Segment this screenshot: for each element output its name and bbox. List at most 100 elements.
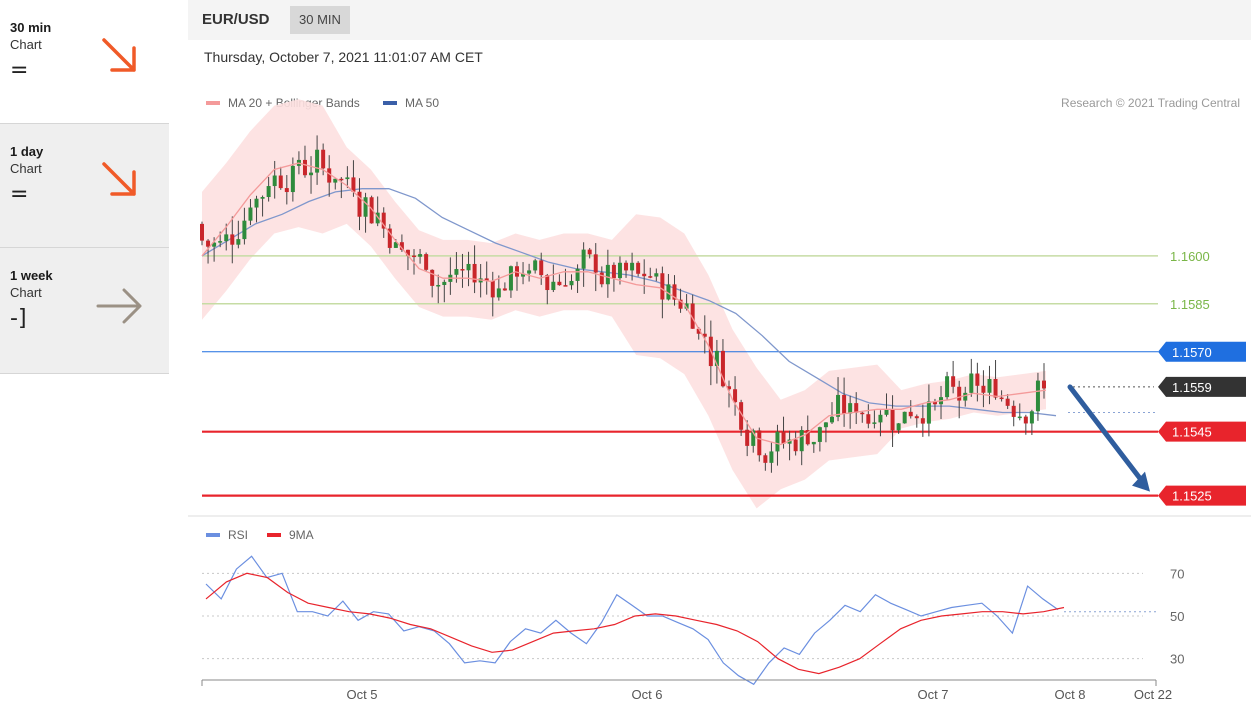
candle-body xyxy=(399,242,404,250)
candle-body xyxy=(230,234,235,245)
legend-9ma: 9MA xyxy=(267,528,314,542)
candle-body xyxy=(490,280,495,298)
timeframe-badge[interactable]: 30 MIN xyxy=(290,6,350,34)
rsi-tick-label: 50 xyxy=(1170,609,1184,624)
legend-swatch xyxy=(267,533,281,537)
x-tick-label: Oct 5 xyxy=(346,687,377,702)
chart-credit: Research © 2021 Trading Central xyxy=(1061,96,1240,110)
timeframe-symbol: -] xyxy=(10,306,27,331)
x-tick-label: Oct 22 xyxy=(1134,687,1172,702)
level-label: 1.1545 xyxy=(1172,425,1212,440)
timeframe-title: 1 day xyxy=(10,144,44,159)
candle-body xyxy=(442,281,447,285)
candle-body xyxy=(739,402,744,430)
candle-body xyxy=(696,328,701,334)
arrow-right-icon xyxy=(96,288,142,324)
candle-body xyxy=(636,262,641,274)
candle-body xyxy=(811,441,816,445)
candle-body xyxy=(951,376,956,387)
candle-body xyxy=(854,403,859,413)
candle-body xyxy=(575,268,580,281)
candle-body xyxy=(1011,405,1016,417)
candle-body xyxy=(200,223,204,241)
candle-body xyxy=(533,260,538,271)
candle-body xyxy=(527,270,532,274)
candle-body xyxy=(842,394,847,414)
price-tag xyxy=(1158,421,1246,442)
candle-body xyxy=(496,288,501,298)
x-tick-label: Oct 7 xyxy=(917,687,948,702)
candle-body xyxy=(624,262,629,271)
candle-body xyxy=(757,430,762,456)
candle-body xyxy=(745,429,750,446)
arrow-down-right-icon xyxy=(102,162,136,196)
candle-body xyxy=(963,392,968,401)
candle-body xyxy=(551,281,556,291)
candle-body xyxy=(720,350,725,387)
level-label: 1.1570 xyxy=(1172,345,1212,360)
candle-body xyxy=(908,411,913,417)
candle-body xyxy=(460,269,465,271)
candle-body xyxy=(920,418,925,424)
candle-body xyxy=(781,431,786,444)
candle-body xyxy=(363,197,368,217)
ma20-line xyxy=(201,162,1047,446)
candle-body xyxy=(581,249,586,269)
candle-body xyxy=(248,207,253,221)
candle-body xyxy=(1023,416,1028,424)
timeframe-symbol: = xyxy=(10,58,29,83)
candle-body xyxy=(999,397,1004,400)
candle-body xyxy=(466,263,471,271)
x-tick-label: Oct 6 xyxy=(631,687,662,702)
candle-body xyxy=(290,165,295,193)
candle-body xyxy=(690,303,695,329)
candle-body xyxy=(1017,416,1022,419)
legend-label: MA 50 xyxy=(405,96,440,110)
candle-body xyxy=(405,249,410,256)
timeframe-subtitle: Chart xyxy=(10,37,42,52)
candle-body xyxy=(666,284,671,300)
candle-body xyxy=(387,228,392,248)
rsi-tick-label: 70 xyxy=(1170,566,1184,581)
candle-body xyxy=(339,178,344,181)
candle-body xyxy=(514,266,519,277)
candle-body xyxy=(351,177,356,192)
price-tag xyxy=(1158,376,1246,397)
candle-body xyxy=(611,264,616,279)
candle-body xyxy=(848,403,853,414)
candle-body xyxy=(272,175,277,187)
candle-body xyxy=(714,350,719,367)
candle-body xyxy=(751,430,756,446)
candle-body xyxy=(981,385,986,393)
candle-body xyxy=(593,254,598,273)
candle-body xyxy=(896,423,901,431)
candle-body xyxy=(309,172,314,176)
candle-body xyxy=(957,386,962,401)
candle-body xyxy=(605,264,610,285)
candle-body xyxy=(278,175,283,189)
chart-area: Thursday, October 7, 2021 11:01:07 AM CE… xyxy=(188,40,1251,713)
candle-body xyxy=(672,284,677,300)
legend-rsi: RSI xyxy=(206,528,248,542)
candle-body xyxy=(1042,380,1046,389)
timeframe-subtitle: Chart xyxy=(10,161,42,176)
timeframe-1day[interactable]: 1 day Chart = xyxy=(0,124,169,248)
candle-body xyxy=(829,416,834,423)
timeframe-30min[interactable]: 30 min Chart = xyxy=(0,0,169,124)
legend-swatch xyxy=(383,101,397,105)
candle-body xyxy=(502,288,507,291)
timeframe-sidebar: 30 min Chart = 1 day Chart = 1 week Char… xyxy=(0,0,169,374)
candle-body xyxy=(315,149,320,173)
candle-body xyxy=(236,239,241,245)
legend-label: 9MA xyxy=(289,528,314,542)
timeframe-1week[interactable]: 1 week Chart -] xyxy=(0,248,169,374)
candle-body xyxy=(454,269,459,275)
instrument-symbol: EUR/USD xyxy=(202,11,270,28)
candle-body xyxy=(914,416,919,419)
candle-body xyxy=(436,284,441,287)
candle-body xyxy=(212,242,217,247)
timeframe-title: 1 week xyxy=(10,268,53,283)
candle-body xyxy=(1005,398,1010,406)
candle-body xyxy=(799,430,804,452)
candle-body xyxy=(369,197,374,224)
